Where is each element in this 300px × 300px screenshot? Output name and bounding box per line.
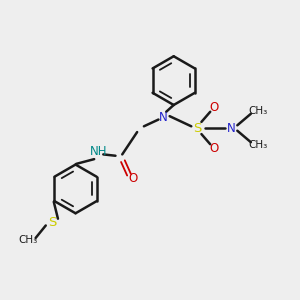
Text: S: S	[193, 122, 202, 134]
Text: O: O	[210, 101, 219, 114]
Text: CH₃: CH₃	[249, 140, 268, 150]
Text: N: N	[159, 111, 168, 124]
Text: N: N	[227, 122, 236, 134]
Text: CH₃: CH₃	[249, 106, 268, 116]
Text: O: O	[128, 172, 138, 185]
Text: NH: NH	[90, 145, 107, 158]
Text: CH₃: CH₃	[19, 235, 38, 245]
Text: S: S	[48, 216, 56, 229]
Text: O: O	[210, 142, 219, 155]
